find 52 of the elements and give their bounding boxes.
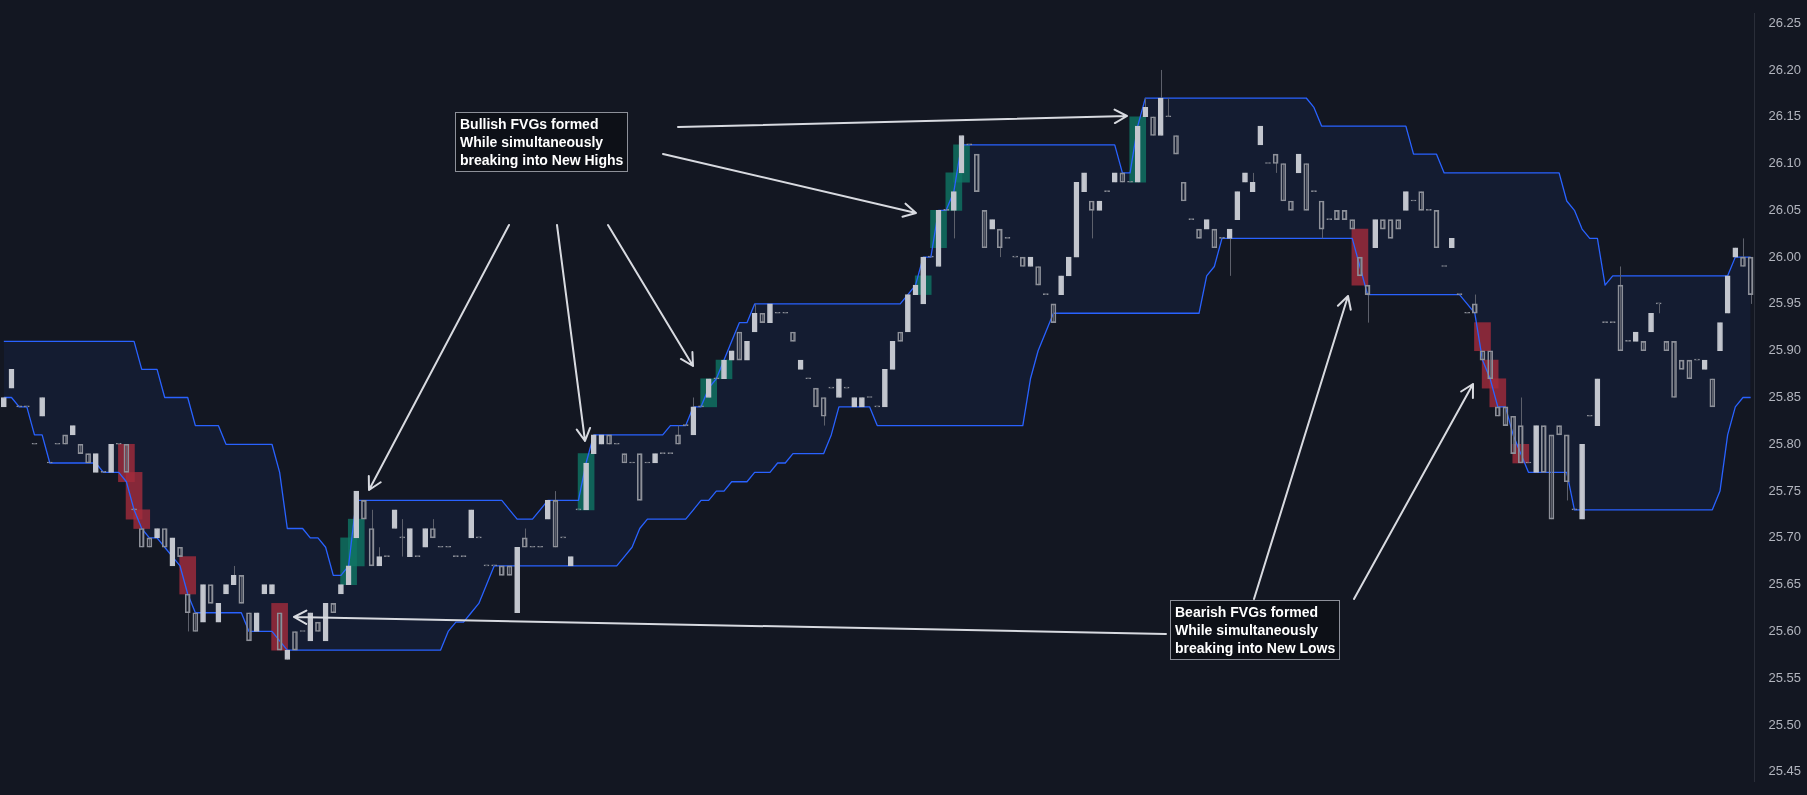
candlestick: [951, 191, 957, 239]
candlestick: [636, 453, 643, 501]
candlestick: [721, 359, 727, 380]
candlestick: [1150, 116, 1156, 136]
candlestick: [813, 387, 819, 408]
candlestick: [1487, 350, 1493, 380]
candlestick: [1548, 434, 1555, 520]
y-tick-label: 26.05: [1768, 201, 1802, 217]
candlestick: [1686, 359, 1693, 380]
candlestick: [1303, 163, 1310, 211]
candlestick: [1648, 312, 1654, 333]
annotation: Bullish FVGs formed While simultaneously breaking into New Highs: [455, 112, 629, 172]
candlestick: [1709, 378, 1716, 408]
candlestick: [1035, 265, 1041, 286]
candlestick: [1257, 125, 1264, 146]
candlestick: [161, 528, 168, 548]
candlestick: [376, 546, 383, 567]
candlestick: [123, 443, 130, 473]
candlestick: [138, 528, 145, 548]
y-tick-label: 25.80: [1768, 435, 1802, 451]
y-tick-label: 26.25: [1768, 14, 1802, 30]
candlestick: [1387, 219, 1394, 239]
y-tick-label: 25.95: [1768, 295, 1802, 311]
candlestick: [230, 565, 237, 586]
y-tick-label: 26.00: [1768, 248, 1802, 264]
y-tick-label: 26.10: [1768, 155, 1802, 171]
y-tick-label: 25.70: [1768, 529, 1802, 545]
y-tick-label: 25.75: [1768, 482, 1802, 498]
y-tick-label: 25.85: [1768, 389, 1802, 405]
bar: [1474, 322, 1491, 352]
candlestick: [1180, 181, 1187, 202]
candlestick: [736, 331, 743, 361]
y-tick-label: 25.65: [1768, 576, 1802, 592]
y-tick-label: 25.55: [1768, 669, 1802, 685]
y-tick-label: 26.15: [1768, 108, 1802, 124]
candlestick: [276, 612, 283, 651]
y-tick-label: 25.45: [1768, 763, 1802, 779]
bar: [179, 556, 197, 595]
annotation: Bearish FVGs formed While simultaneously breaking into New Lows: [1170, 600, 1341, 660]
candlestick: [207, 584, 214, 604]
candlestick: [192, 612, 199, 632]
candlestick: [246, 612, 252, 642]
candlestick: [1065, 256, 1072, 277]
candlestick: [1418, 191, 1425, 211]
candlestick: [1540, 425, 1547, 473]
y-tick-label: 25.60: [1768, 623, 1802, 639]
y-tick-label: 26.20: [1768, 61, 1802, 77]
candlestick: [1211, 228, 1218, 249]
y-tick-label: 25.50: [1768, 716, 1802, 732]
candlestick: [1280, 163, 1287, 202]
candlestick: [1357, 256, 1363, 277]
y-tick-label: 25.90: [1768, 342, 1802, 358]
